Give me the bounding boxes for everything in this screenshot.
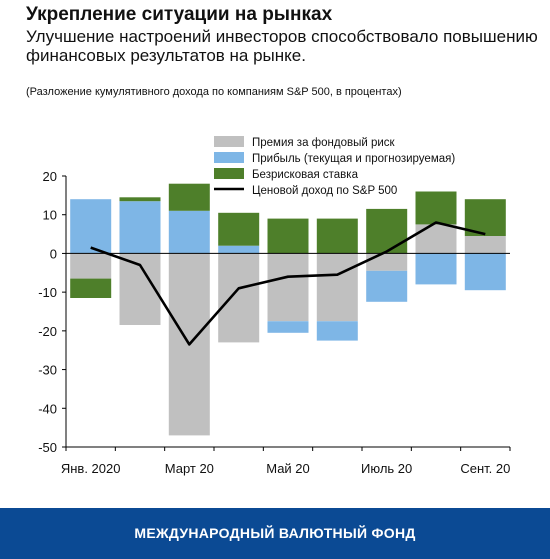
line-layer xyxy=(90,221,486,346)
bars-layer xyxy=(70,183,506,436)
legend-label: Премия за фондовый риск xyxy=(252,137,396,149)
bar-s2-c4 xyxy=(267,218,309,254)
x-tick-label: Март 20 xyxy=(165,461,214,476)
chart-note: (Разложение кумулятивного дохода по комп… xyxy=(26,86,402,98)
bar-s0-c5 xyxy=(316,253,358,322)
bar-s1-c5 xyxy=(316,321,358,341)
y-tick-label: 0 xyxy=(50,246,57,261)
footer-brand: МЕЖДУНАРОДНЫЙ ВАЛЮТНЫЙ ФОНД xyxy=(0,508,550,559)
legend-label: Прибыль (текущая и прогнозируемая) xyxy=(252,153,455,165)
bar-s1-c6 xyxy=(366,270,408,302)
line-series xyxy=(90,221,486,346)
y-tick-label: -30 xyxy=(38,363,57,378)
x-tick-label: Июль 20 xyxy=(361,461,412,476)
bar-s0-c8 xyxy=(464,236,506,254)
bar-s2-c3 xyxy=(218,212,260,246)
bar-s2-c6 xyxy=(366,208,408,254)
bar-s1-c3 xyxy=(218,245,260,254)
page-title: Укрепление ситуации на рынках xyxy=(26,4,333,25)
legend-swatch xyxy=(214,168,244,179)
y-tick-label: -20 xyxy=(38,324,57,339)
legend-label: Ценовой доход по S&P 500 xyxy=(252,185,397,197)
bar-s2-c2 xyxy=(168,183,210,211)
legend-swatch xyxy=(214,152,244,163)
bar-s0-c0 xyxy=(70,253,112,279)
chart: 20 10 0 -10 -20 -30 -40 -50 Янв. 2020 Март 20 Май … xyxy=(38,136,511,476)
bar-s2-c7 xyxy=(415,191,457,225)
x-tick-label: Сент. 20 xyxy=(460,461,510,476)
bar-s1-c8 xyxy=(464,253,506,291)
bar-s2-c0 xyxy=(70,278,112,298)
legend: Премия за фондовый риск Прибыль (текущая … xyxy=(214,136,455,197)
y-tick-label: -10 xyxy=(38,285,57,300)
bar-s1-c0 xyxy=(70,199,112,254)
page-subtitle: Улучшение настроений инвесторов способст… xyxy=(26,27,538,65)
bar-s1-c7 xyxy=(415,253,457,285)
x-tick-label: Янв. 2020 xyxy=(61,461,121,476)
axes-layer: 20 10 0 -10 -20 -30 -40 -50 Янв. 2020 Март 20 Май … xyxy=(38,169,511,476)
y-tick-label: -40 xyxy=(38,401,57,416)
bar-s1-c2 xyxy=(168,210,210,254)
bar-s0-c7 xyxy=(415,224,457,254)
x-tick-label: Май 20 xyxy=(266,461,310,476)
bar-s1-c4 xyxy=(267,321,309,333)
y-tick-label: -50 xyxy=(38,440,57,455)
bar-s2-c1 xyxy=(119,197,161,202)
bar-s0-c4 xyxy=(267,253,309,322)
bar-s0-c6 xyxy=(366,253,408,271)
bar-s0-c3 xyxy=(218,253,260,343)
y-tick-label: 10 xyxy=(43,208,57,223)
y-tick-label: 20 xyxy=(43,169,57,184)
legend-swatch xyxy=(214,136,244,147)
legend-label: Безрисковая ставка xyxy=(252,169,359,181)
bar-s1-c1 xyxy=(119,201,161,254)
bar-s2-c5 xyxy=(316,218,358,254)
